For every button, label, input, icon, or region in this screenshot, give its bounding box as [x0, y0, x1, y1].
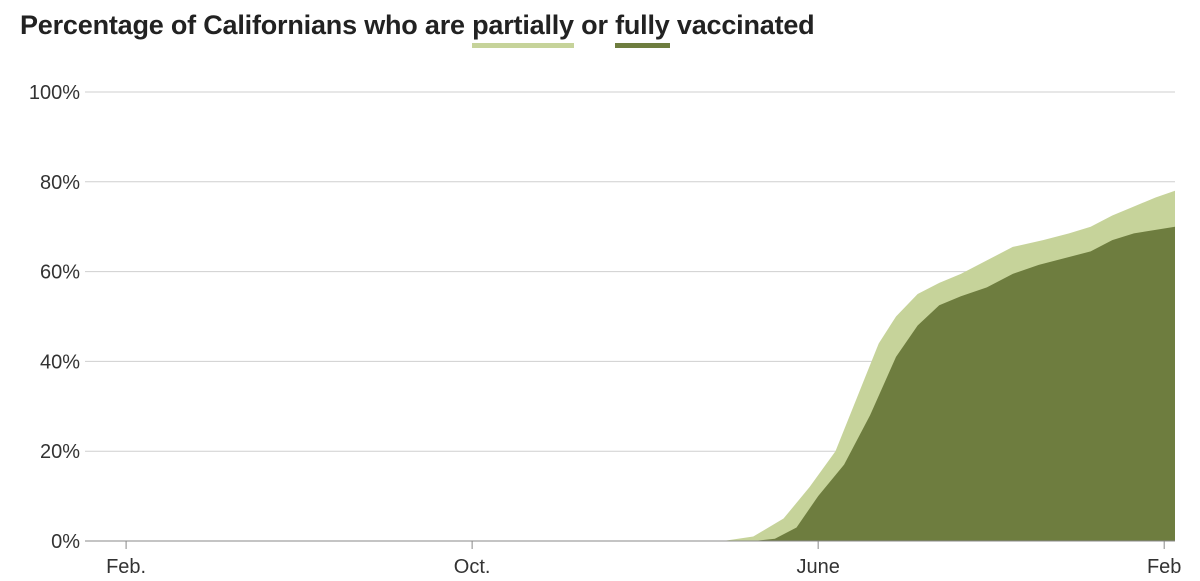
area-fully	[753, 226, 1175, 541]
x-tick-label: Oct.	[454, 556, 491, 578]
title-suffix: vaccinated	[669, 10, 815, 40]
title-middle: or	[573, 10, 616, 40]
chart-title: Percentage of Californians who are parti…	[20, 10, 815, 48]
title-full-key: fully	[615, 10, 670, 48]
title-prefix: Percentage of Californians who are	[20, 10, 473, 40]
x-tick-label: Feb	[1147, 556, 1181, 578]
y-tick-label: 40%	[40, 351, 80, 373]
x-tick-label: Feb.	[106, 556, 146, 578]
y-tick-label: 0%	[51, 531, 80, 553]
area-layer	[722, 190, 1175, 541]
x-tick-label: June	[796, 556, 839, 578]
axes: 0% 20% 40% 60% 80% 100% Feb. Oct. June Feb	[29, 82, 1182, 578]
y-tick-label: 60%	[40, 262, 80, 284]
title-partial-key: partially	[472, 10, 574, 48]
y-tick-label: 20%	[40, 441, 80, 463]
y-tick-label: 80%	[40, 172, 80, 194]
y-tick-label: 100%	[29, 82, 80, 104]
